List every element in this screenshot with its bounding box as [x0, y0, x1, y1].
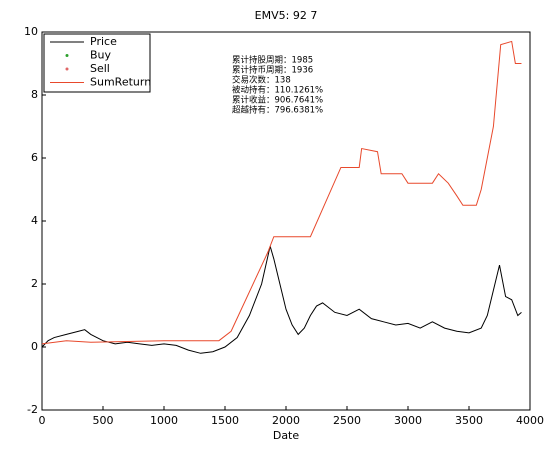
- y-tick-label: 4: [31, 214, 38, 227]
- legend-label: Buy: [90, 49, 112, 62]
- x-tick-label: 3000: [394, 414, 422, 427]
- x-tick-label: 3500: [455, 414, 483, 427]
- legend-marker: [65, 54, 69, 57]
- annotation: 累计收益：906.7641%: [232, 95, 323, 106]
- series-line: [41, 246, 522, 354]
- y-tick-label: -2: [27, 403, 38, 416]
- annotation: 累计持币周期：1936: [232, 65, 313, 76]
- y-tick-label: 6: [31, 151, 38, 164]
- chart-title: EMV5: 92 7: [255, 9, 318, 22]
- x-tick-label: 1500: [211, 414, 239, 427]
- annotation: 被动持有：110.1261%: [232, 85, 323, 96]
- annotation: 超越持有：796.6381%: [232, 105, 323, 116]
- x-tick-label: 1000: [150, 414, 178, 427]
- x-axis-label: Date: [273, 429, 300, 442]
- x-tick-label: 4000: [516, 414, 544, 427]
- legend-marker: [65, 67, 69, 71]
- legend-label: Sell: [90, 62, 110, 75]
- y-tick-label: 10: [24, 25, 38, 38]
- series-line: [41, 40, 522, 345]
- legend-label: Price: [90, 35, 117, 48]
- y-tick-label: 0: [31, 340, 38, 353]
- legend-label: SumReturn: [90, 76, 151, 89]
- x-tick-label: 2000: [272, 414, 300, 427]
- x-tick-label: 500: [93, 414, 114, 427]
- x-tick-label: 2500: [333, 414, 361, 427]
- annotation: 累计持股周期：1985: [232, 55, 313, 66]
- annotation: 交易次数：138: [232, 75, 291, 86]
- y-tick-label: 8: [31, 88, 38, 101]
- x-tick-label: 0: [39, 414, 46, 427]
- y-tick-label: 2: [31, 277, 38, 290]
